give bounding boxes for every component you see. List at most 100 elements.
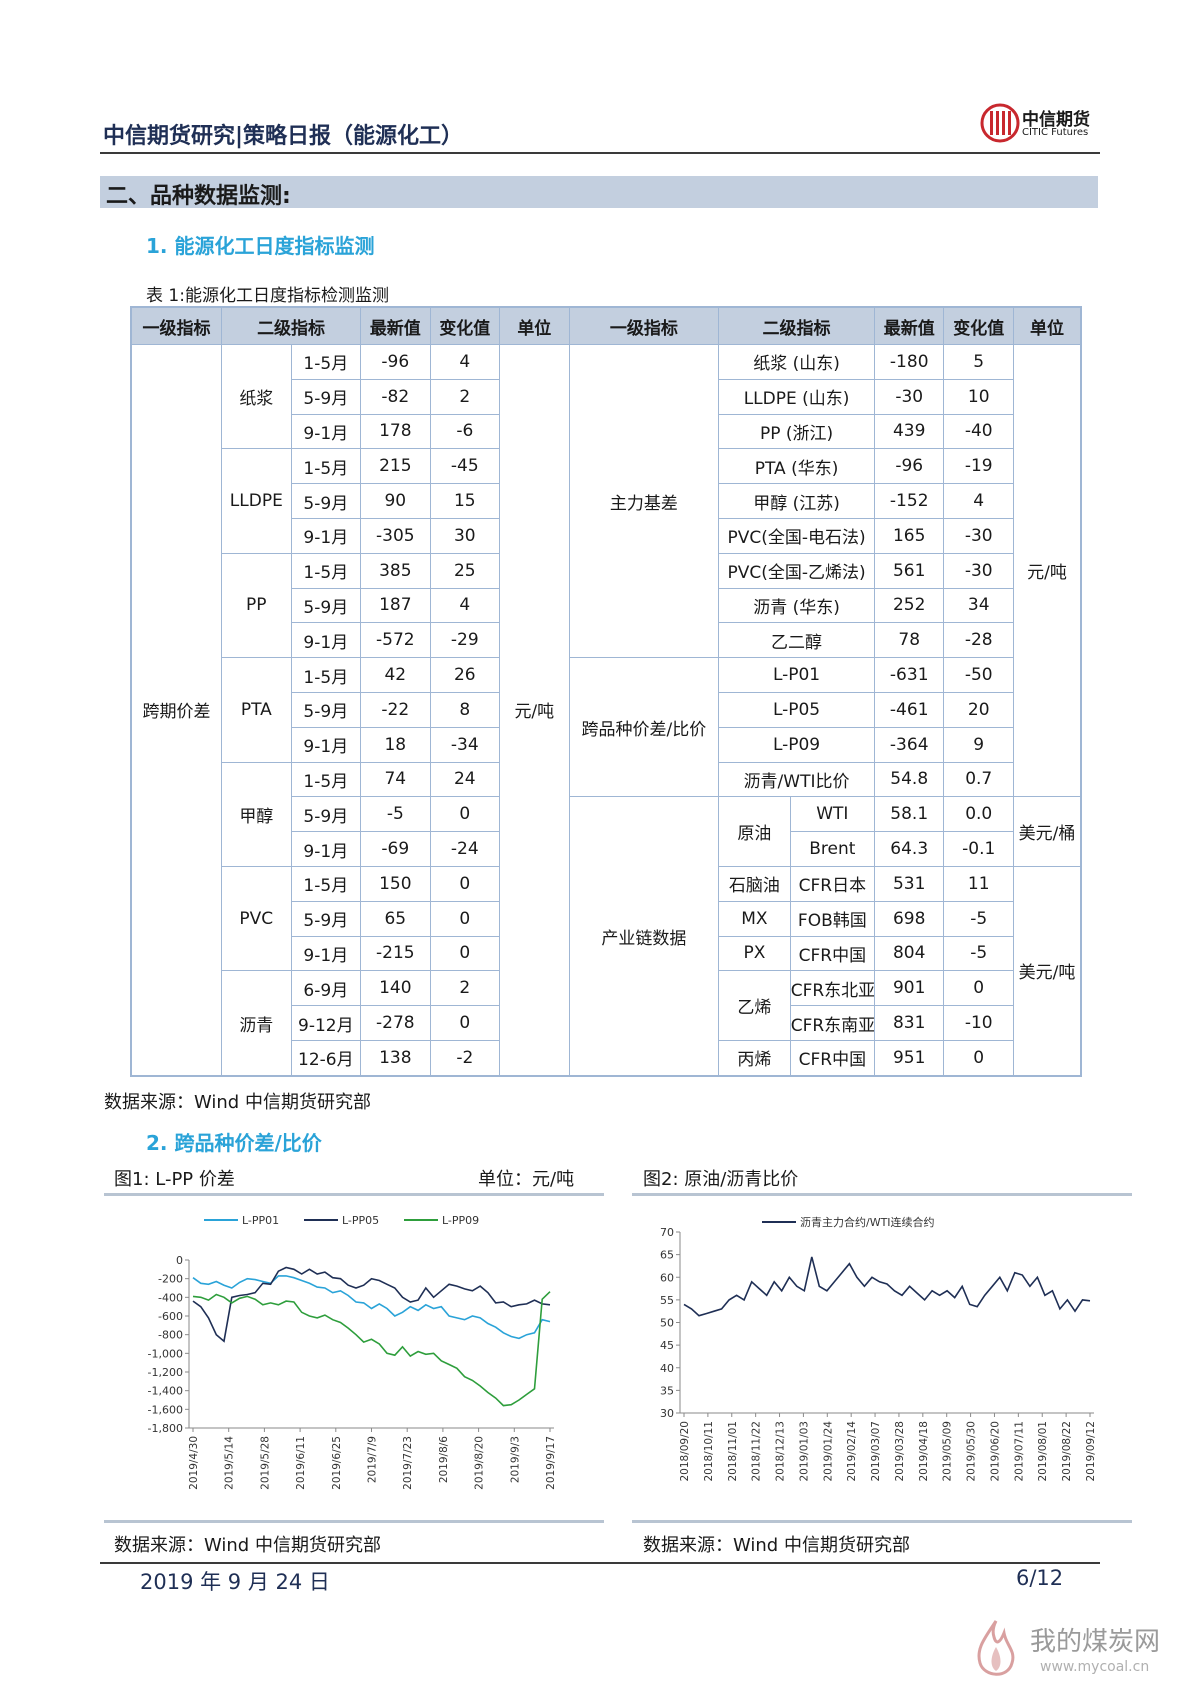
chain-change-cell: -5 [943, 900, 1014, 937]
x-tick-label: 2019/4/30 [188, 1436, 200, 1490]
left-period-cell: 5-9月 [290, 378, 362, 415]
th-level2-left: 二级指标 [221, 306, 362, 345]
legend-label: L-PP01 [242, 1214, 279, 1227]
series-line-L-PP01 [192, 1275, 551, 1340]
table-row: 跨期价差 纸浆 1-5月 -96 4 元/吨 主力基差 纸浆 (山东) -180 5 元/吨 [130, 343, 1082, 1077]
right-item-cell: 乙二醇 [718, 622, 875, 659]
left-period-cell: 1-5月 [290, 448, 362, 485]
right-item-cell: L-P01 [718, 657, 875, 693]
y-tick-label: -1,200 [148, 1366, 183, 1379]
y-tick-label: -600 [158, 1310, 183, 1323]
left-change-cell: 4 [429, 344, 501, 380]
chart-l-pp-spread: 0 -200 -400 -600 -800 -1,000 -1,200 -1,400 -1,60… [148, 1214, 557, 1490]
chart1-source-note: 数据来源：Wind 中信期货研究部 [114, 1535, 381, 1556]
x-tick-label: 2019/04/18 [918, 1421, 930, 1482]
table-caption: 表 1:能源化工日度指标检测监测 [146, 286, 389, 306]
x-tick-label: 2019/03/07 [870, 1421, 882, 1482]
x-tick-label: 2018/11/01 [727, 1421, 739, 1482]
crude-change-cell: -0.1 [943, 831, 1014, 867]
chain-name-cell: PX [718, 935, 791, 972]
left-period-cell: 1-5月 [290, 344, 362, 380]
y-tick-label: -1,800 [148, 1422, 183, 1435]
left-period-cell: 9-1月 [290, 622, 362, 659]
left-item-cell: PTA [221, 657, 292, 763]
left-change-cell: 8 [429, 691, 501, 728]
ethylene-label-cell: 乙烯 [718, 970, 791, 1041]
x-tick-label: 2018/12/13 [775, 1421, 787, 1482]
y-tick-label: 45 [660, 1339, 674, 1352]
footer-date: 2019 年 9 月 24 日 [140, 1570, 330, 1594]
th-unit-left: 单位 [499, 306, 570, 345]
section-title: 二、品种数据监测: [106, 184, 291, 209]
chain-change-cell: -5 [943, 935, 1014, 972]
left-change-cell: 26 [429, 657, 501, 693]
crude-unit-cell: 美元/桶 [1012, 796, 1082, 867]
propylene-name-cell: 丙烯 [718, 1039, 791, 1077]
x-tick-label: 2018/11/22 [751, 1421, 763, 1482]
crude-latest-cell: 64.3 [873, 831, 945, 867]
x-tick-label: 2019/9/17 [545, 1436, 557, 1490]
chain-sub-cell: FOB韩国 [789, 900, 875, 937]
citic-futures-logo: 中信期货 CITIC Futures [980, 103, 1110, 145]
ethylene-latest-cell: 831 [873, 1005, 945, 1041]
left-period-cell: 6-9月 [290, 970, 362, 1007]
right-item-cell: 沥青 (华东) [718, 587, 875, 624]
crude-change-cell: 0.0 [943, 796, 1014, 833]
x-tick-label: 2019/08/01 [1037, 1421, 1049, 1482]
table-row: 12-6月 138 -2 丙烯 CFR中国 951 0 [131, 1039, 1081, 1077]
right-item-cell: L-P05 [718, 691, 875, 728]
ethylene-latest-cell: 901 [873, 970, 945, 1007]
right-latest-cell: -631 [873, 657, 945, 693]
left-period-cell: 5-9月 [290, 691, 362, 728]
right-latest-cell: 165 [873, 517, 945, 554]
right-latest-cell: -96 [873, 448, 945, 485]
chart2-top-rule [632, 1193, 1132, 1196]
left-latest-cell: 18 [360, 726, 431, 763]
right-latest-cell: -180 [873, 344, 945, 380]
y-tick-label: 65 [660, 1249, 674, 1262]
left-period-cell: 5-9月 [290, 483, 362, 519]
subsection-title-1: 1. 能源化工日度指标监测 [146, 234, 375, 258]
y-tick-label: -200 [158, 1273, 183, 1286]
th-change-left: 变化值 [429, 306, 501, 345]
left-period-cell: 9-1月 [290, 726, 362, 763]
crude-sub-cell: Brent [789, 831, 875, 867]
crude-latest-cell: 58.1 [873, 796, 945, 833]
x-tick-label: 2019/01/24 [822, 1421, 834, 1482]
left-period-cell: 1-5月 [290, 552, 362, 589]
th-level1-left: 一级指标 [130, 306, 223, 345]
left-change-cell: 24 [429, 761, 501, 798]
th-level2-right: 二级指标 [718, 306, 875, 345]
left-change-cell: 2 [429, 970, 501, 1007]
chain-sub-cell: CFR日本 [789, 865, 875, 902]
left-period-cell: 9-1月 [290, 831, 362, 867]
table-source-note: 数据来源：Wind 中信期货研究部 [104, 1092, 371, 1113]
right-change-cell: 5 [943, 344, 1014, 380]
right-change-cell: 34 [943, 587, 1014, 624]
table-row: 5-9月 65 0 MX FOB韩国 698 -5 [131, 900, 1081, 937]
y-tick-label: -1,600 [148, 1403, 183, 1416]
left-item-cell: 沥青 [221, 970, 292, 1077]
right-item-cell: PVC(全国-电石法) [718, 517, 875, 554]
right-item-cell: L-P09 [718, 726, 875, 763]
right-change-cell: 20 [943, 691, 1014, 728]
y-tick-label: 60 [660, 1271, 674, 1284]
chart2-source-note: 数据来源：Wind 中信期货研究部 [643, 1535, 910, 1556]
crude-sub-cell: WTI [789, 796, 875, 833]
th-latest-right: 最新值 [873, 306, 945, 345]
left-change-cell: 2 [429, 378, 501, 415]
left-latest-cell: -22 [360, 691, 431, 728]
x-tick-label: 2019/9/3 [509, 1436, 521, 1483]
right-latest-cell: 78 [873, 622, 945, 659]
table-header-row: 一级指标 二级指标 最新值 变化值 单位 一级指标 二级指标 最新值 变化值 单… [130, 306, 1082, 345]
right-cross-group-cell: 跨品种价差/比价 [568, 657, 720, 798]
left-item-cell: PP [221, 552, 292, 659]
x-tick-label: 2019/6/25 [331, 1436, 343, 1490]
x-tick-label: 2018/10/11 [703, 1421, 715, 1482]
y-tick-label: 35 [660, 1384, 674, 1397]
x-tick-label: 2019/05/09 [942, 1421, 954, 1482]
watermark-text: 我的煤炭网 [1030, 1627, 1161, 1657]
right-latest-cell: -152 [873, 483, 945, 519]
th-unit-right: 单位 [1012, 306, 1082, 345]
x-tick-label: 2019/01/03 [798, 1421, 810, 1482]
